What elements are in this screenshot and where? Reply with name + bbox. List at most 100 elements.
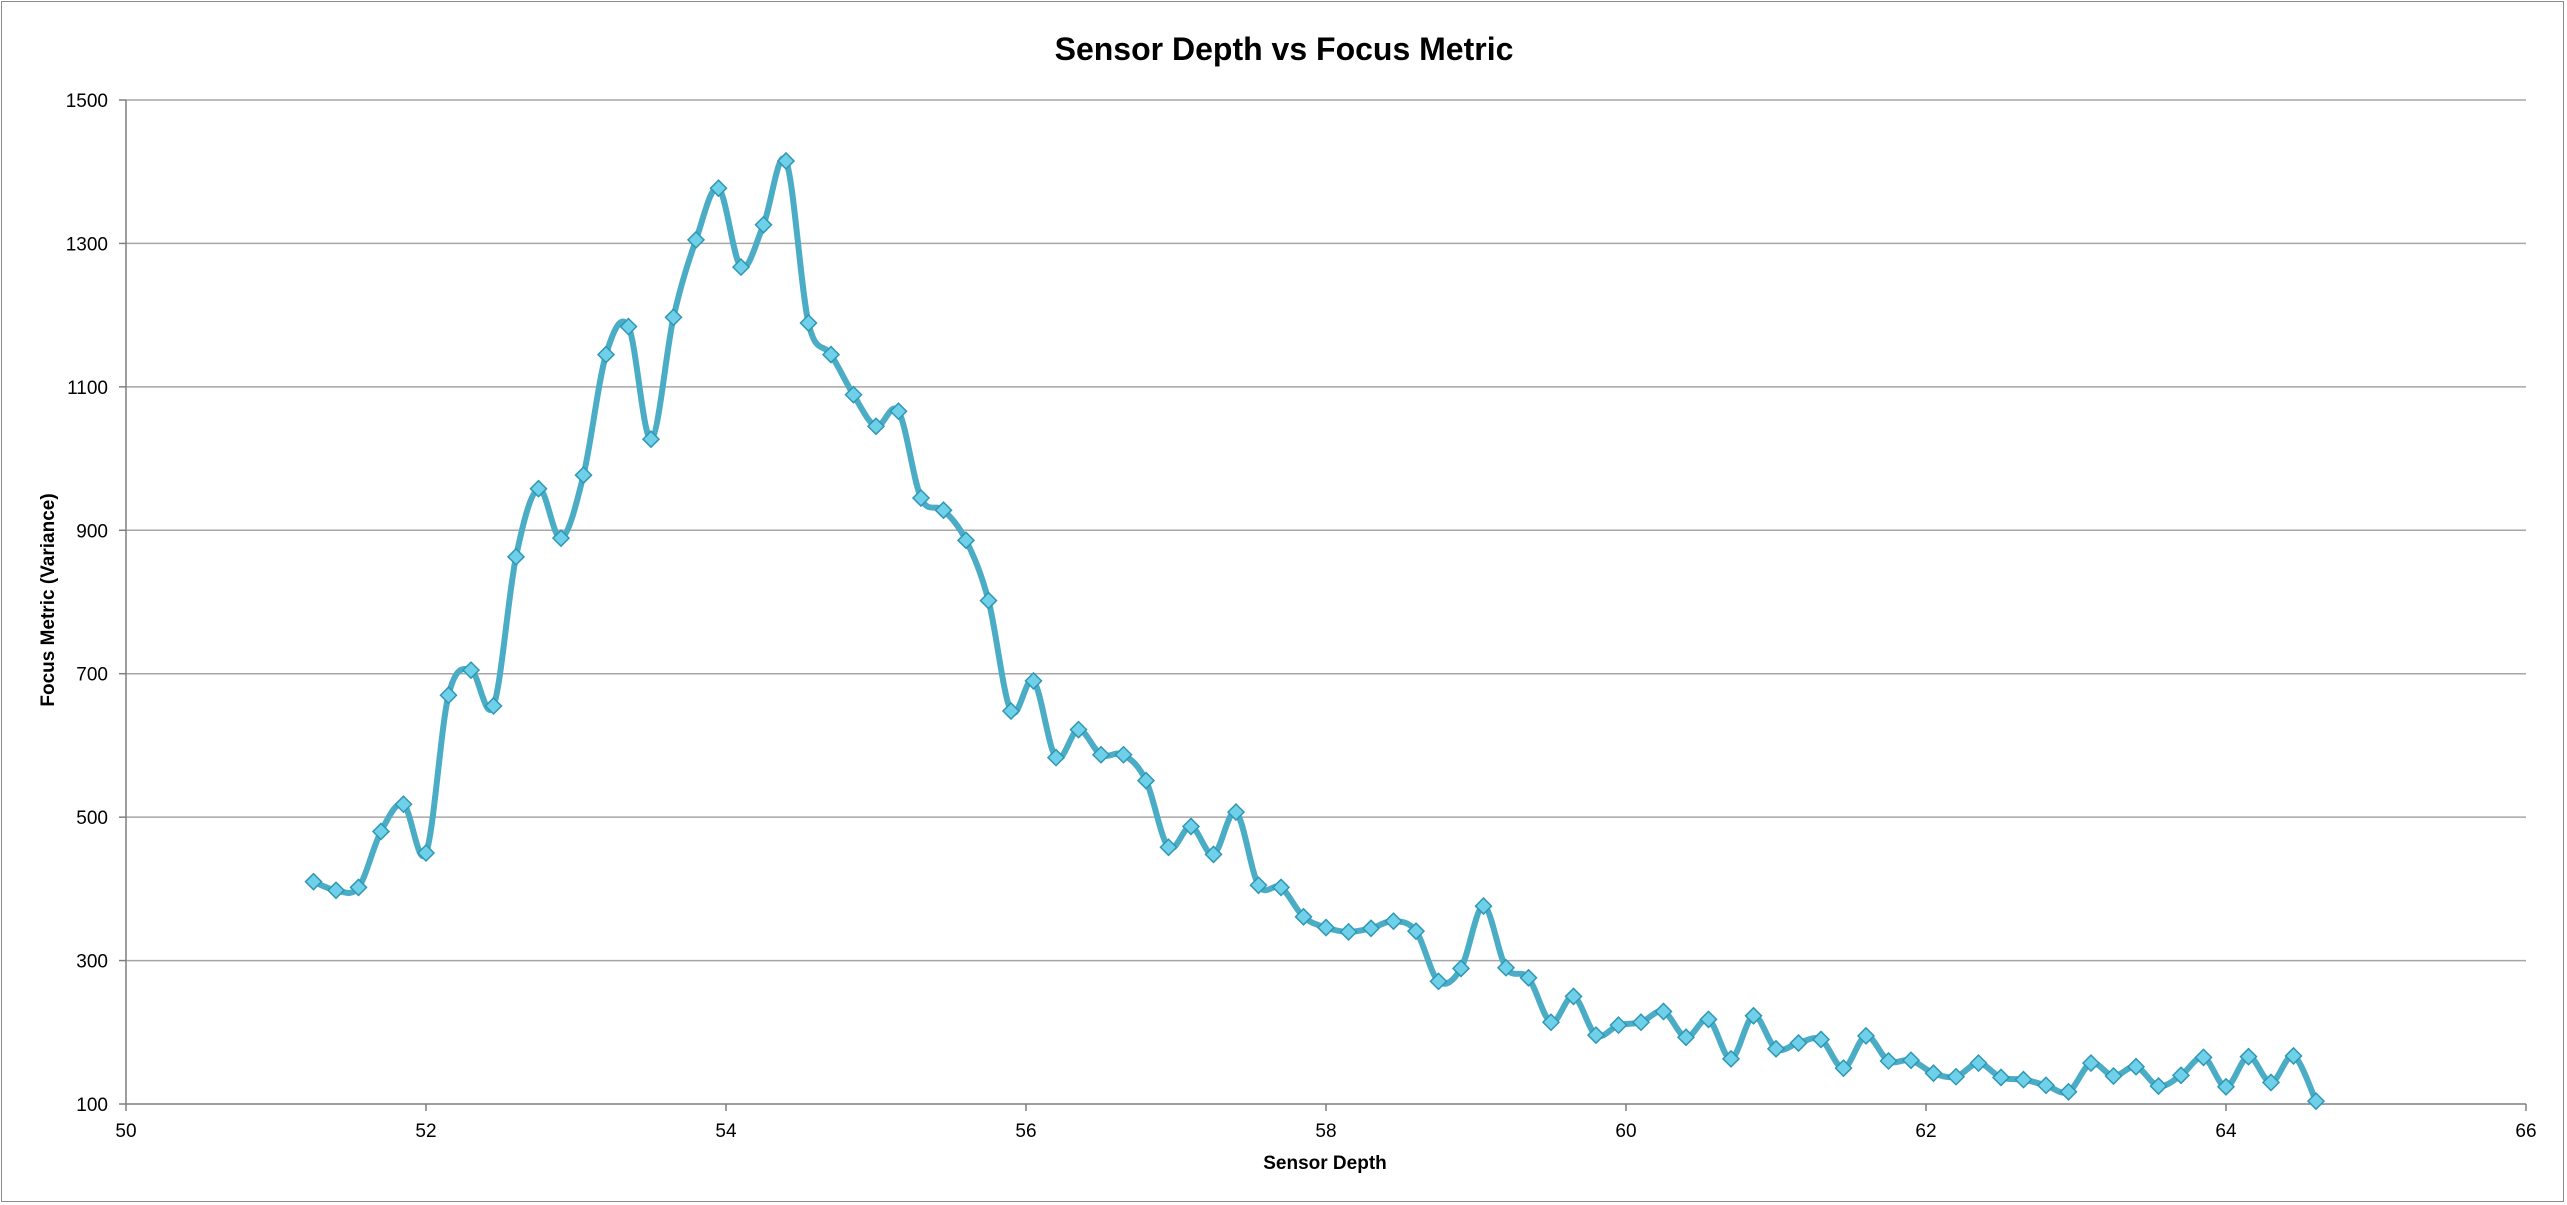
y-tick-label: 1100 [67,378,108,399]
data-point-marker [911,488,931,508]
data-point-marker [1586,1026,1606,1045]
data-point-marker [956,531,976,550]
data-point-marker [1631,1013,1651,1032]
data-point-marker [979,591,998,610]
data-point-marker [1271,878,1291,897]
data-point-marker [1204,845,1223,864]
x-tick-label: 56 [1015,1121,1036,1142]
data-point-marker [2036,1076,2056,1095]
data-point-marker [2284,1046,2303,1066]
data-point-marker [1699,1010,1718,1029]
data-point-marker [1384,912,1403,931]
data-point-marker [349,878,368,897]
data-point-marker [326,881,346,900]
data-point-marker [1969,1054,1988,1073]
data-point-marker [529,479,548,498]
y-tick-label: 1500 [66,91,108,112]
data-point-marker [866,417,886,436]
gridlines [126,99,2526,962]
data-point-marker [1744,1006,1763,1025]
data-point-marker [619,317,638,336]
x-tick-label: 60 [1615,1121,1636,1142]
data-point-marker [416,843,436,863]
data-point-marker [844,385,863,404]
x-axis-ticks: 50 52 54 56 58 60 62 64 66 [115,1121,2536,1142]
data-point-marker [2104,1066,2123,1086]
data-point-marker [1226,803,1246,822]
x-tick-label: 54 [715,1121,737,1142]
data-point-marker [1991,1068,2011,1087]
axes [119,99,2527,1111]
data-point-marker [304,872,323,891]
data-point-marker [1879,1051,1898,1071]
data-point-marker [821,345,841,364]
data-point-marker [394,795,413,814]
data-point-marker [574,466,593,485]
data-point-marker [2239,1047,2258,1066]
data-point-marker [1474,897,1493,916]
data-point-marker [1519,968,1538,987]
data-point-marker [1856,1026,1876,1045]
data-point-marker [641,430,661,449]
data-point-marker [439,686,458,705]
data-point-marker [1834,1059,1853,1078]
data-point-marker [371,822,391,841]
data-point-marker [686,230,706,249]
x-tick-label: 66 [2515,1121,2536,1142]
data-point-marker [731,258,751,277]
x-axis-label: Sensor Depth [1263,1153,1387,1174]
data-point-marker [889,402,908,421]
data-point-marker [1069,720,1088,739]
data-point-marker [1294,907,1313,926]
data-point-marker [799,313,818,333]
data-point-marker [934,501,953,520]
y-tick-label: 300 [76,952,108,973]
y-axis-label: Focus Metric (Variance) [38,493,59,706]
data-point-marker [1339,922,1358,941]
x-tick-label: 64 [2215,1121,2237,1142]
data-point-marker [754,215,773,234]
data-point-marker [596,345,616,364]
y-tick-label: 1300 [66,234,108,255]
data-point-marker [2126,1057,2146,1076]
data-point-marker [1406,922,1426,941]
data-point-marker [2081,1054,2101,1073]
data-point-marker [1361,919,1381,938]
data-point-marker [1496,958,1516,977]
data-point-marker [1946,1067,1966,1086]
data-point-marker [776,151,796,171]
data-point-marker [1766,1039,1786,1058]
data-point-marker [1676,1028,1696,1047]
data-point-marker [1024,671,1043,690]
data-point-marker [2306,1092,2326,1111]
data-point-marker [1046,748,1066,767]
data-point-marker [506,547,526,566]
data-point-marker [2216,1077,2236,1096]
x-tick-label: 50 [115,1121,136,1142]
data-point-marker [1136,771,1156,790]
data-point-marker [1924,1064,1943,1083]
series [304,151,2326,1111]
data-point-marker [461,661,481,680]
data-point-marker [1451,959,1471,978]
y-tick-label: 900 [76,521,108,542]
data-point-marker [2149,1077,2168,1096]
y-tick-label: 500 [76,808,108,829]
data-point-marker [1901,1051,1921,1070]
series-line [310,155,2319,1105]
data-point-marker [1001,701,1021,721]
data-point-marker [551,529,571,548]
data-point-marker [484,696,503,716]
data-point-marker [2059,1082,2078,1101]
data-point-marker [1789,1033,1808,1053]
data-point-marker [1091,745,1111,764]
x-tick-label: 52 [415,1121,436,1142]
data-point-marker [1429,972,1448,991]
data-point-marker [664,308,683,327]
data-point-marker [2194,1048,2213,1067]
data-point-marker [709,179,728,198]
data-point-marker [1564,987,1583,1006]
y-axis-ticks: 100 300 500 700 900 1100 1300 1500 [66,91,108,1116]
